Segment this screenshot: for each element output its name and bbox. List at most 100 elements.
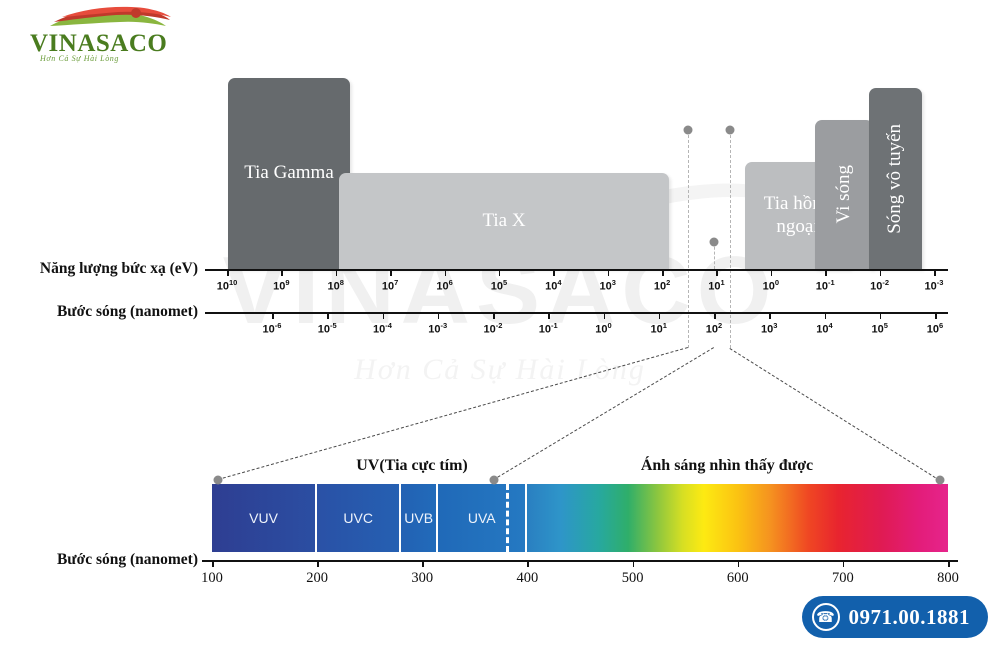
- visible-axis-title: Bước sóng (nanomet): [56, 551, 198, 568]
- energy-tick-label: 1010: [216, 278, 238, 293]
- energy-tick-label: 10-1: [815, 278, 835, 293]
- energy-tick: [498, 269, 501, 276]
- callout-dot: [725, 125, 735, 135]
- band-vi-song: Vi sóng: [815, 120, 873, 269]
- wavelength-tick-label: 104: [816, 321, 833, 336]
- energy-axis-line: [205, 269, 948, 271]
- wavelength-tick: [603, 312, 605, 319]
- uva-boundary-dashed-line: [506, 484, 510, 552]
- logo-wordmark: VINASACO: [30, 30, 167, 58]
- visible-tick-label: 400: [516, 570, 539, 586]
- spectrum-anchor-dot: [213, 475, 223, 485]
- visible-tick: [527, 560, 529, 567]
- visible-tick-label: 200: [306, 570, 329, 586]
- wavelength-axis-line: [205, 312, 948, 314]
- energy-tick: [662, 269, 664, 276]
- wavelength-tick-label: 100: [595, 321, 612, 336]
- wavelength-tick: [548, 312, 550, 319]
- energy-tick-label: 105: [490, 278, 508, 293]
- energy-tick-label: 104: [545, 278, 562, 293]
- energy-tick-label: 108: [327, 278, 344, 293]
- spectrum-anchor-dot: [935, 475, 945, 485]
- callout-dropline: [714, 242, 715, 269]
- visible-tick: [842, 560, 845, 567]
- energy-tick-label: 106: [436, 278, 453, 293]
- visible-tick: [948, 560, 950, 567]
- wavelength-tick: [769, 312, 771, 319]
- callout-dot: [683, 125, 693, 135]
- wavelength-tick: [824, 312, 826, 319]
- phone-badge[interactable]: ☎ 0971.00.1881: [801, 596, 988, 638]
- wavelength-tick-label: 106: [926, 321, 944, 336]
- wavelength-tick: [879, 312, 882, 319]
- visible-tick-label: 100: [201, 570, 223, 586]
- wavelength-tick: [935, 312, 937, 319]
- visible-tick-label: 600: [726, 570, 749, 586]
- energy-tick-label: 103: [599, 278, 616, 293]
- energy-tick-label: 102: [653, 278, 671, 293]
- band-label: Tia Gamma: [244, 162, 334, 184]
- visible-axis-line: [202, 560, 958, 562]
- callout-dropline: [730, 130, 731, 348]
- energy-tick-label: 10-3: [924, 278, 944, 293]
- visible-light-band: [527, 484, 948, 552]
- logo-wave-icon: [50, 6, 171, 26]
- visible-tick-label: 300: [411, 570, 434, 586]
- uv-segment-label: UVA: [467, 510, 496, 526]
- energy-tick: [444, 269, 447, 276]
- band-song-vo-tuyen: Sóng vô tuyến: [869, 88, 922, 269]
- visible-tick: [737, 560, 740, 567]
- energy-tick: [879, 269, 882, 276]
- energy-tick: [281, 269, 283, 276]
- energy-tick: [335, 269, 338, 276]
- phone-number: 0971.00.1881: [848, 604, 970, 629]
- energy-tick-label: 107: [381, 278, 399, 293]
- band-label: Vi sóng: [832, 165, 854, 224]
- energy-tick-label: 10-2: [870, 278, 890, 293]
- wavelength-tick: [658, 312, 661, 319]
- energy-tick-label: 109: [273, 278, 290, 293]
- wavelength-tick: [714, 312, 716, 319]
- energy-tick: [770, 269, 773, 276]
- visible-tick-label: 500: [621, 570, 644, 586]
- wavelength-tick: [272, 312, 274, 319]
- energy-tick: [227, 269, 229, 276]
- energy-tick: [934, 269, 936, 276]
- callout-dropline: [688, 130, 689, 348]
- wavelength-tick-label: 10-2: [483, 321, 503, 336]
- uv-segment-uvb: UVB: [401, 484, 439, 552]
- logo-text: VINASACO: [30, 30, 168, 57]
- uv-segment-label: UVC: [343, 510, 373, 526]
- logo-tagline: Hơn Cả Sự Hài Lòng: [40, 54, 119, 63]
- visible-tick: [212, 560, 214, 567]
- uv-segment-uvc: UVC: [317, 484, 402, 552]
- energy-axis-title: Năng lượng bức xạ (eV): [39, 260, 198, 277]
- band-label: Tia X: [482, 209, 526, 231]
- energy-tick-label: 101: [708, 278, 725, 293]
- wavelength-tick-label: 103: [761, 321, 778, 336]
- wavelength-tick-label: 10-5: [317, 321, 337, 336]
- band-label: Sóng vô tuyến: [884, 123, 906, 234]
- energy-tick: [825, 269, 827, 276]
- callout-dot: [709, 237, 719, 247]
- wavelength-tick-label: 10-4: [373, 321, 392, 336]
- phone-icon: ☎: [811, 603, 840, 631]
- uv-segment-uva: UVA: [438, 484, 528, 552]
- visible-tick: [632, 560, 635, 567]
- energy-tick-label: 100: [762, 278, 780, 293]
- wavelength-tick-label: 102: [705, 321, 723, 336]
- visible-tick: [317, 560, 319, 567]
- energy-tick: [607, 269, 610, 276]
- wavelength-tick-label: 10-1: [538, 321, 558, 336]
- wavelength-tick-label: 105: [871, 321, 888, 336]
- wavelength-axis-title: Bước sóng (nanomet): [56, 303, 198, 320]
- visible-tick-label: 700: [831, 570, 854, 586]
- wavelength-tick: [493, 312, 495, 319]
- uv-segment-label: VUV: [249, 510, 278, 526]
- company-logo[interactable]: VINASACO Hơn Cả Sự Hài Lòng: [14, 6, 171, 64]
- band-label: Tia hồng ngoại: [763, 193, 832, 237]
- energy-tick: [553, 269, 555, 276]
- uv-segment-label: UVB: [404, 510, 434, 526]
- visible-group-label: Ánh sáng nhìn thấy được: [640, 457, 814, 474]
